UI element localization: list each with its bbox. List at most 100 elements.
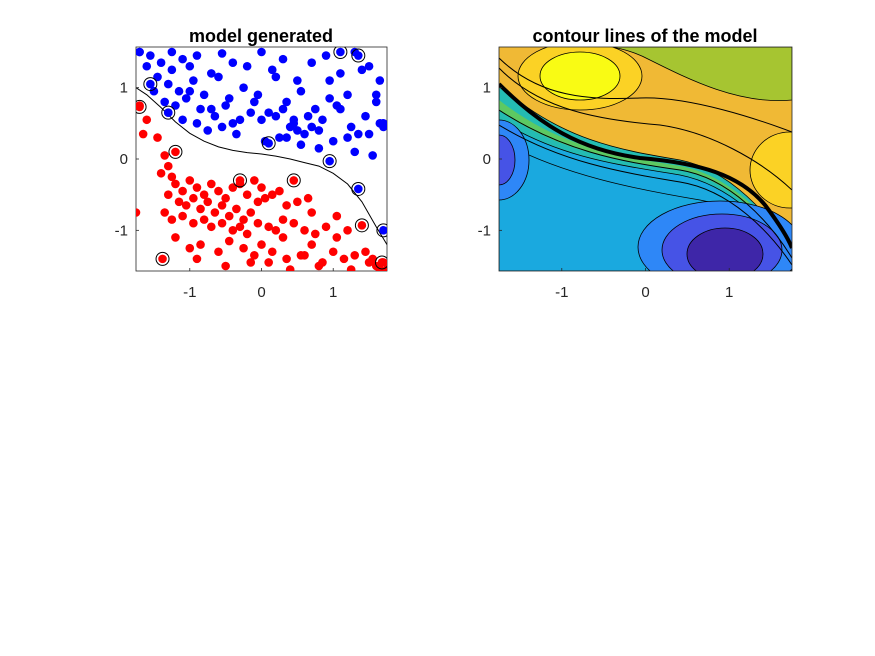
red-point [192, 254, 202, 264]
blue-point [257, 47, 266, 57]
x-tick-label: -1 [555, 284, 568, 301]
red-point [171, 233, 180, 242]
blue-support-vector [336, 47, 345, 57]
scatter-tick-labels: -1 0 1 1 0 -1 [115, 80, 338, 301]
blue-point [300, 129, 309, 139]
red-point [189, 218, 198, 228]
blue-point [350, 147, 360, 157]
red-support-vector [158, 254, 167, 264]
blue-point [210, 111, 220, 121]
blue-point [214, 72, 223, 82]
red-support-vector [357, 221, 367, 230]
red-point [346, 265, 356, 271]
contour-line-a [499, 109, 792, 259]
red-point [167, 172, 177, 182]
contour-tick-labels: -1 0 1 1 0 -1 [478, 80, 734, 301]
red-point [142, 115, 152, 125]
red-point [257, 183, 266, 192]
red-point [174, 197, 184, 207]
red-point [257, 240, 266, 249]
red-point [214, 186, 223, 196]
blue-point [142, 61, 152, 71]
blue-point [282, 133, 291, 142]
blue-point [235, 115, 245, 125]
blue-point [224, 94, 234, 103]
blue-point [325, 76, 334, 85]
blue-point [207, 69, 216, 78]
red-point [196, 204, 205, 214]
blue-point [364, 129, 374, 139]
red-point [185, 176, 195, 185]
scatter-ticks [136, 87, 334, 271]
blue-point [314, 143, 324, 153]
blue-point [167, 47, 177, 57]
blue-support-vector-ring [376, 223, 387, 238]
blue-point [307, 58, 317, 67]
blue-point [246, 108, 256, 117]
blue-point [167, 65, 177, 75]
blue-point [271, 72, 281, 82]
contour-zero-line [499, 82, 792, 249]
red-point [167, 215, 177, 224]
red-point [239, 243, 248, 253]
blue-point [153, 72, 162, 82]
red-point [136, 208, 141, 217]
blue-point [314, 126, 324, 135]
blue-point [296, 140, 306, 150]
blue-point [275, 133, 284, 142]
red-point [332, 233, 342, 242]
blue-point [264, 108, 273, 117]
red-point [232, 204, 241, 214]
red-point [214, 247, 223, 257]
red-point [343, 226, 352, 235]
red-point [250, 251, 259, 260]
red-point [314, 261, 324, 271]
blue-point [228, 119, 238, 128]
blue-point [267, 65, 277, 75]
blue-point [232, 129, 241, 139]
red-point [171, 179, 180, 189]
blue-point [379, 119, 387, 128]
blue-point [361, 111, 370, 121]
red-point [156, 168, 166, 178]
blue-support-vector [379, 226, 387, 235]
red-point [138, 129, 148, 139]
red-point [267, 190, 277, 199]
blue-point [178, 54, 187, 64]
blue-point [217, 122, 227, 132]
blue-point [189, 76, 198, 85]
blue-point [217, 49, 227, 58]
red-support-vector-ring [286, 173, 301, 188]
blue-point [239, 83, 248, 92]
contour-peak-right [749, 131, 792, 209]
blue-point [228, 58, 238, 67]
x-tick-label: 0 [257, 284, 265, 301]
red-point [153, 133, 162, 142]
blue-point [310, 104, 320, 114]
y-tick-label: -1 [115, 222, 128, 239]
red-point [332, 211, 342, 221]
blue-point [285, 122, 295, 132]
red-support-vector [171, 147, 180, 157]
blue-point [282, 97, 291, 107]
red-point [178, 186, 187, 196]
blue-point [203, 126, 213, 135]
red-point [282, 201, 291, 210]
blue-point [336, 104, 345, 114]
red-point [250, 176, 259, 185]
blue-point [160, 97, 169, 107]
blue-point [185, 61, 195, 71]
blue-point [257, 115, 266, 125]
contour-band-2 [609, 47, 792, 102]
blue-support-vector-ring [261, 136, 276, 151]
contour-band-3 [499, 84, 792, 263]
blue-point [278, 54, 288, 64]
red-point [282, 254, 291, 264]
blue-point [271, 111, 281, 121]
blue-point [199, 90, 209, 100]
blue-support-vector [264, 139, 273, 148]
y-tick-label: 0 [483, 151, 491, 168]
blue-point [253, 90, 263, 100]
red-point [228, 226, 238, 235]
blue-point [346, 122, 356, 132]
